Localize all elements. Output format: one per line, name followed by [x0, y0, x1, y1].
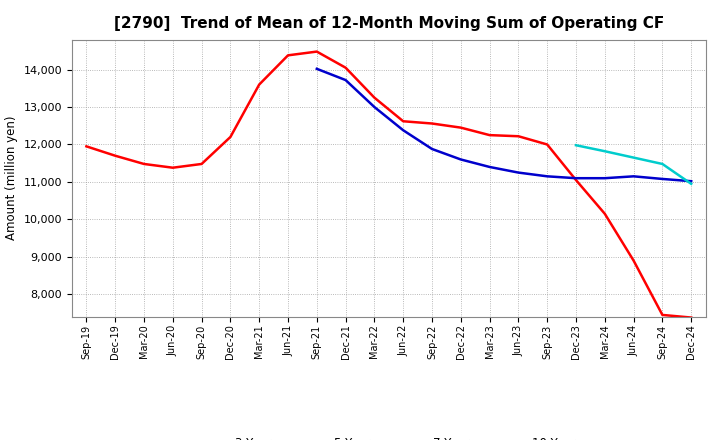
Y-axis label: Amount (million yen): Amount (million yen)	[5, 116, 18, 240]
Legend: 3 Years, 5 Years, 7 Years, 10 Years: 3 Years, 5 Years, 7 Years, 10 Years	[191, 433, 587, 440]
Title: [2790]  Trend of Mean of 12-Month Moving Sum of Operating CF: [2790] Trend of Mean of 12-Month Moving …	[114, 16, 664, 32]
